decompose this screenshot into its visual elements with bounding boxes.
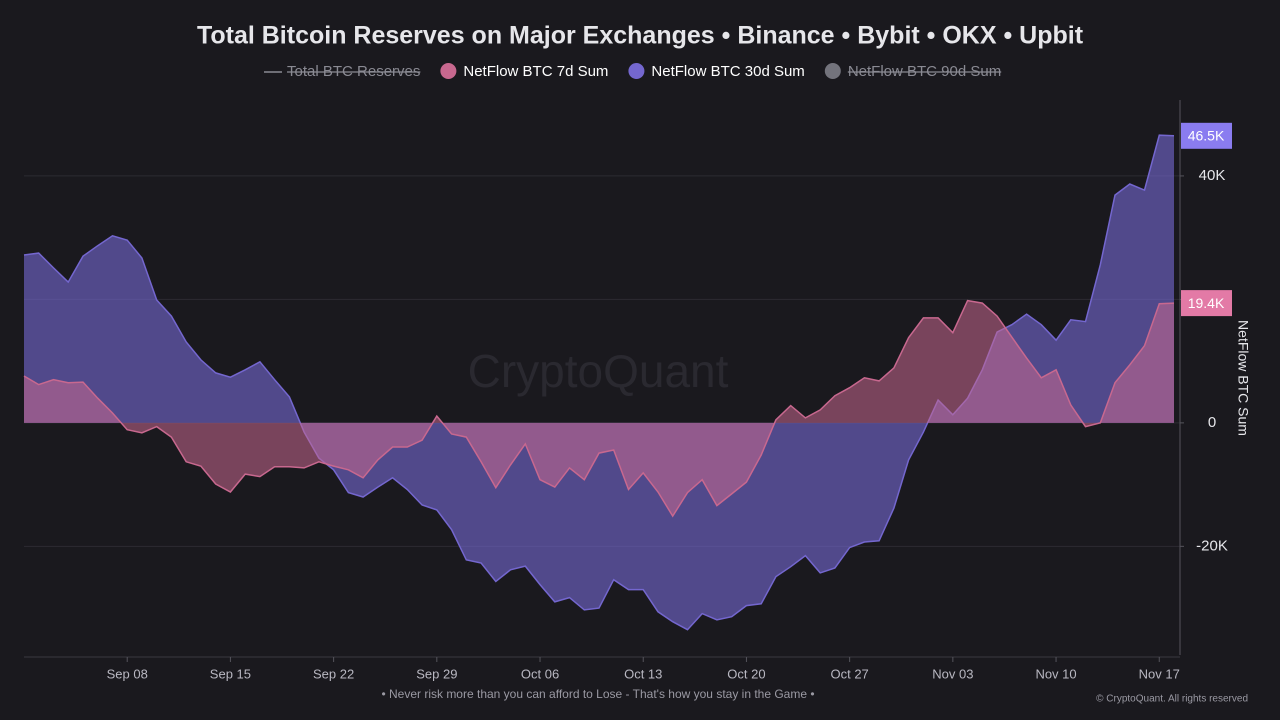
- legend-swatch: [628, 63, 645, 79]
- end-badge: [1181, 122, 1232, 149]
- x-tick-label: Nov 03: [932, 666, 973, 681]
- x-tick-label: Sep 29: [416, 666, 457, 681]
- y-tick-label: 40K: [1199, 167, 1226, 184]
- x-tick-label: Oct 20: [727, 666, 765, 681]
- area-fill: [24, 135, 1174, 630]
- x-tick-label: Sep 15: [210, 666, 251, 681]
- chart-title: Total Bitcoin Reserves on Major Exchange…: [197, 22, 1084, 50]
- footer-note: • Never risk more than you can afford to…: [381, 687, 814, 701]
- x-tick-label: Nov 17: [1139, 666, 1180, 681]
- area-fill: [24, 300, 1174, 517]
- x-tick-label: Oct 06: [521, 666, 559, 681]
- legend-swatch: [440, 63, 457, 79]
- end-label: 19.4K: [1188, 295, 1225, 311]
- x-tick-label: Nov 10: [1035, 666, 1076, 681]
- legend-item[interactable]: NetFlow BTC 30d Sum: [628, 63, 805, 80]
- end-label: 46.5K: [1188, 128, 1225, 144]
- legend: Total BTC Reserves NetFlow BTC 7d Sum NetF…: [264, 63, 1002, 80]
- legend-label: NetFlow BTC 7d Sum: [463, 63, 608, 80]
- x-tick-label: Sep 22: [313, 666, 354, 681]
- end-badge: [1181, 290, 1232, 317]
- y-tick-label: -20K: [1196, 537, 1228, 554]
- legend-item[interactable]: Total BTC Reserves: [264, 63, 421, 80]
- x-tick-label: Sep 08: [107, 666, 148, 681]
- legend-swatch: [824, 63, 841, 79]
- y-tick-label: 0: [1208, 414, 1216, 431]
- x-tick-label: Oct 13: [624, 666, 662, 681]
- area-line: [23, 299, 1175, 518]
- watermark: CryptoQuant: [468, 345, 729, 397]
- legend-item[interactable]: NetFlow BTC 90d Sum: [824, 63, 1002, 80]
- legend-label: NetFlow BTC 30d Sum: [651, 63, 804, 80]
- x-tick-label: Oct 27: [830, 666, 868, 681]
- y-axis-label: NetFlow BTC Sum: [1235, 320, 1251, 436]
- legend-item[interactable]: NetFlow BTC 7d Sum: [440, 63, 608, 80]
- copyright: © CryptoQuant. All rights reserved: [1096, 694, 1248, 705]
